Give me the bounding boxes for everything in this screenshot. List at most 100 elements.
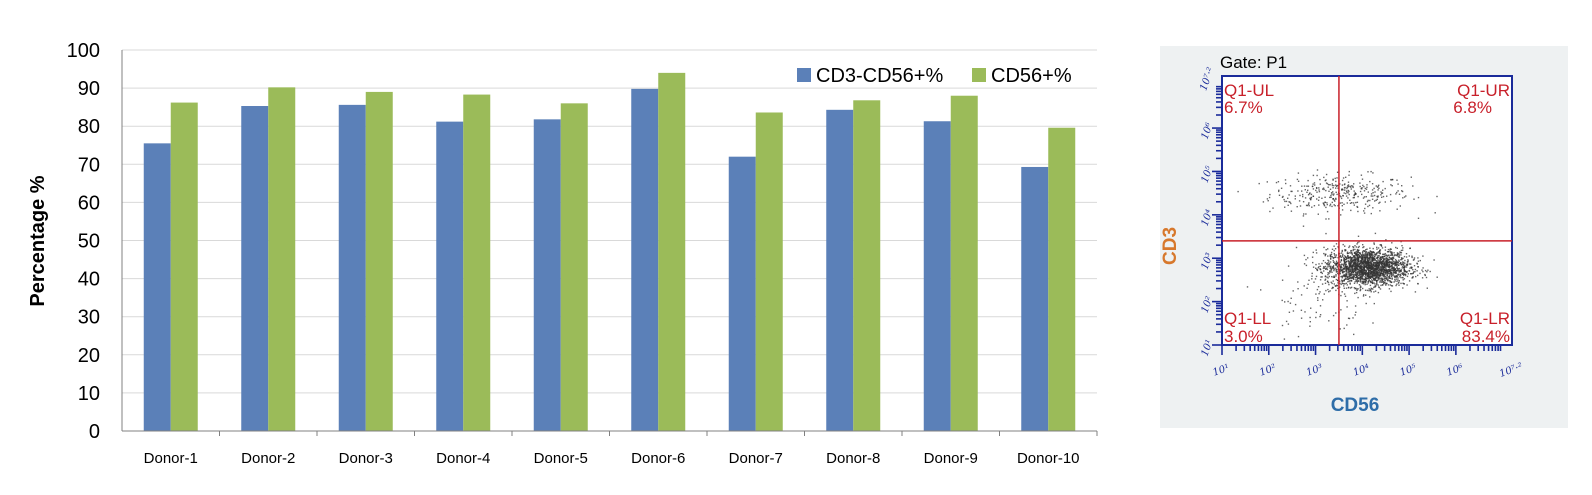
event-dot xyxy=(1330,192,1333,194)
event-dot xyxy=(1376,279,1378,282)
event-dot xyxy=(1393,281,1395,283)
event-dot xyxy=(1362,295,1365,297)
event-dot xyxy=(1345,258,1348,260)
event-dot xyxy=(1359,280,1362,282)
event-dot xyxy=(1266,198,1269,200)
event-dot xyxy=(1353,183,1355,185)
event-dot xyxy=(1302,225,1305,227)
event-dot xyxy=(1364,252,1367,254)
event-dot xyxy=(1350,275,1352,277)
x-tick-label: Donor-10 xyxy=(1017,450,1080,467)
event-dot xyxy=(1422,255,1424,257)
event-dot xyxy=(1337,287,1339,290)
event-dot xyxy=(1369,281,1372,283)
legend-label-series-2: CD56+% xyxy=(991,65,1072,87)
y-tick-label: 10⁵ xyxy=(1200,165,1216,184)
event-dot xyxy=(1304,311,1306,313)
event-dot xyxy=(1390,285,1393,287)
event-dot xyxy=(1340,283,1342,286)
event-dot xyxy=(1332,198,1334,200)
event-dot xyxy=(1387,278,1389,281)
event-dot xyxy=(1292,310,1295,312)
event-dot xyxy=(1360,268,1362,270)
event-dot xyxy=(1345,272,1347,275)
event-dot xyxy=(1381,278,1384,280)
event-dot xyxy=(1367,199,1369,202)
event-dot xyxy=(1317,213,1319,215)
event-dot xyxy=(1389,274,1391,277)
event-dot xyxy=(1374,200,1376,202)
event-dot xyxy=(1417,274,1419,277)
event-dot xyxy=(1317,199,1320,201)
event-dot xyxy=(1400,274,1402,277)
event-dot xyxy=(1341,179,1344,182)
event-dot xyxy=(1360,286,1362,288)
event-dot xyxy=(1353,276,1355,278)
event-dot xyxy=(1389,281,1391,283)
event-dot xyxy=(1304,189,1306,191)
event-dot xyxy=(1376,248,1378,250)
event-dot xyxy=(1308,193,1311,195)
event-dot xyxy=(1339,286,1341,288)
event-dot xyxy=(1376,283,1378,285)
event-dot xyxy=(1333,253,1335,255)
event-dot xyxy=(1347,185,1349,187)
event-dot xyxy=(1318,266,1320,268)
event-dot xyxy=(1355,260,1357,262)
event-dot xyxy=(1370,195,1372,197)
event-dot xyxy=(1363,269,1366,271)
event-dot xyxy=(1394,275,1396,277)
event-dot xyxy=(1422,270,1424,273)
event-dot xyxy=(1364,207,1366,210)
event-dot xyxy=(1377,265,1379,267)
event-dot xyxy=(1373,286,1375,288)
event-dot xyxy=(1328,190,1330,192)
event-dot xyxy=(1340,256,1343,258)
event-dot xyxy=(1369,266,1371,268)
event-dot xyxy=(1337,272,1339,274)
event-dot xyxy=(1353,287,1356,289)
event-dot xyxy=(1299,194,1301,197)
event-dot xyxy=(1359,266,1362,268)
event-dot xyxy=(1358,256,1360,258)
event-dot xyxy=(1416,270,1418,272)
event-dot xyxy=(1379,268,1381,270)
event-dot xyxy=(1307,185,1310,187)
event-dot xyxy=(1366,256,1368,258)
quadrant-ll-name: Q1-LL xyxy=(1224,309,1271,328)
bar-cd56-donor-10 xyxy=(1048,127,1076,431)
event-dot xyxy=(1372,257,1374,259)
event-dot xyxy=(1354,248,1356,251)
event-dot xyxy=(1352,264,1354,266)
event-dot xyxy=(1352,185,1354,188)
event-dot xyxy=(1370,275,1373,277)
event-dot xyxy=(1297,180,1300,182)
event-dot xyxy=(1368,275,1370,278)
event-dot xyxy=(1401,245,1403,247)
bar-cd56-donor-1 xyxy=(170,102,198,431)
event-dot xyxy=(1369,261,1372,263)
y-tick-label: 10¹ xyxy=(1200,338,1216,357)
event-dot xyxy=(1359,262,1361,264)
event-dot xyxy=(1400,269,1403,271)
event-dot xyxy=(1356,273,1358,275)
event-dot xyxy=(1401,257,1403,260)
event-dot xyxy=(1321,283,1324,285)
event-dot xyxy=(1367,257,1370,259)
event-dot xyxy=(1365,257,1367,259)
event-dot xyxy=(1401,263,1403,266)
event-dot xyxy=(1364,278,1367,280)
event-dot xyxy=(1335,268,1337,270)
event-dot xyxy=(1330,265,1332,268)
x-tick-label: Donor-1 xyxy=(144,450,198,467)
event-dot xyxy=(1388,267,1391,269)
event-dot xyxy=(1405,264,1408,266)
event-dot xyxy=(1307,203,1310,205)
event-dot xyxy=(1389,251,1392,253)
event-dot xyxy=(1318,187,1320,189)
event-dot xyxy=(1316,288,1319,291)
event-dot xyxy=(1378,271,1381,273)
event-dot xyxy=(1340,197,1343,200)
event-dot xyxy=(1351,273,1353,275)
event-dot xyxy=(1368,279,1370,281)
